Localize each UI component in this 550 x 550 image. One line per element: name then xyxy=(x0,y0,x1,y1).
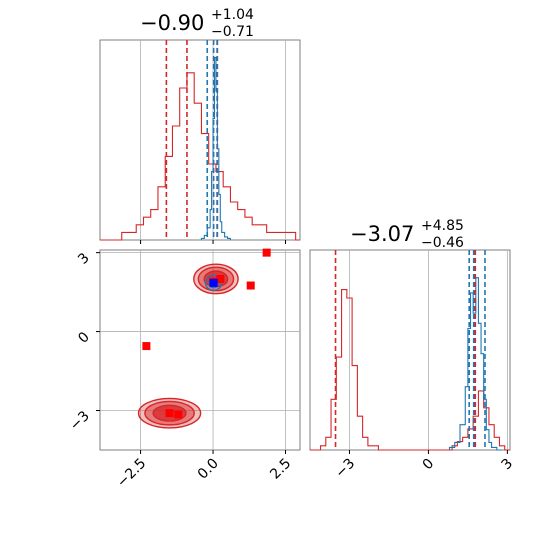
title-p1: −0.90 +1.04 −0.71 xyxy=(140,7,254,40)
tick-label-sc-y: −3 xyxy=(67,408,93,434)
scatter-contours xyxy=(137,263,239,429)
axis-ticks: −2.5 0.0 2.5 −3 0 3 −3 0 3 xyxy=(67,240,516,491)
tick-label-h2-x: 0 xyxy=(420,456,438,474)
scatter-frame xyxy=(99,249,301,451)
marker-red xyxy=(174,410,183,419)
marker-red xyxy=(262,248,271,257)
title-p2-upper: +4.85 xyxy=(421,218,464,234)
title-p2: −3.07 +4.85 −0.46 xyxy=(350,218,464,251)
hist-p2-red-series xyxy=(310,289,510,451)
title-p1-value: −0.90 xyxy=(140,11,204,35)
hist-p2 xyxy=(310,250,510,451)
tick-label-sc-x: 2.5 xyxy=(267,456,294,483)
title-p1-upper: +1.04 xyxy=(211,7,254,23)
hist-p1-frame xyxy=(99,39,301,241)
title-p2-lower: −0.46 xyxy=(421,235,464,251)
hist-p2-frame xyxy=(309,249,511,451)
title-p1-lower: −0.71 xyxy=(211,24,254,40)
tick-label-sc-x: 0.0 xyxy=(195,456,222,483)
tick-label-h2-x: −3 xyxy=(332,456,358,482)
marker-blue xyxy=(209,278,218,287)
title-p2-value: −3.07 xyxy=(350,222,414,246)
marker-red xyxy=(142,342,151,351)
marker-red xyxy=(165,409,174,418)
tick-label-sc-y: 3 xyxy=(75,250,93,268)
marker-red xyxy=(216,274,225,283)
tick-label-sc-y: 0 xyxy=(75,329,93,347)
hist-p1-blue-series xyxy=(200,57,231,240)
scatter-panel xyxy=(137,248,271,429)
hist-p1 xyxy=(100,40,300,241)
marker-red xyxy=(246,281,255,290)
tick-label-sc-x: −2.5 xyxy=(114,456,149,491)
tick-label-h2-x: 3 xyxy=(499,456,517,474)
hist-p1-red-series xyxy=(100,72,300,241)
